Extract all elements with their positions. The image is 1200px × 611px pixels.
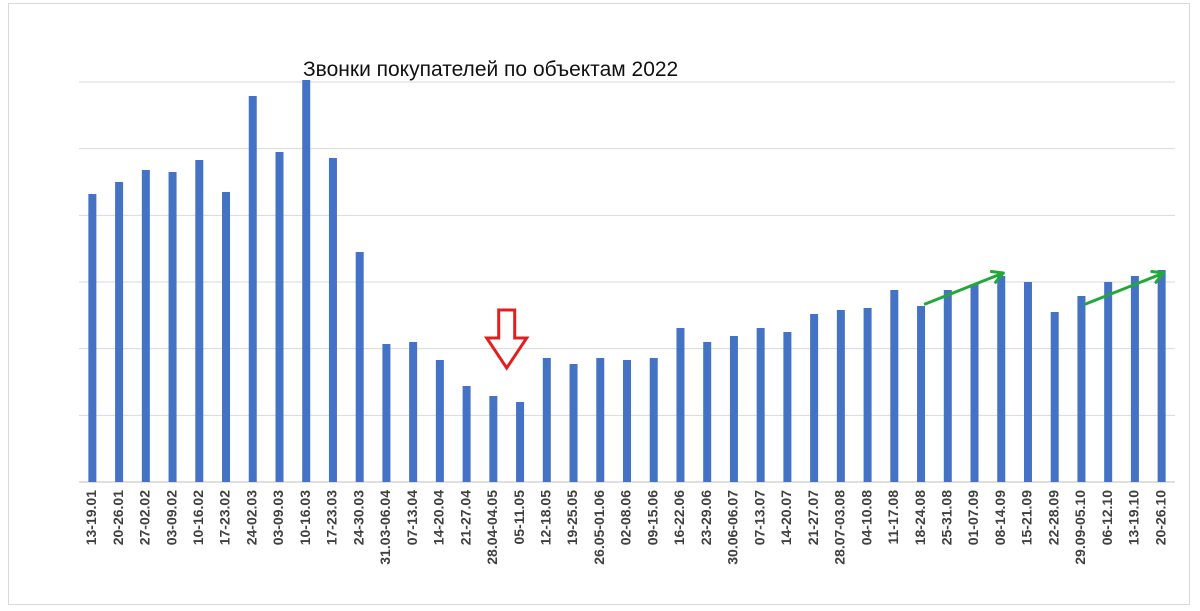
bar [489,396,498,482]
bar [1050,312,1059,482]
x-tick-label: 01-07.09 [965,490,981,545]
chart-title: Звонки покупателей по объектам 2022 [303,58,679,81]
up-trend-arrow-icon [1084,270,1166,306]
x-tick-label: 31.03-06.04 [377,490,393,565]
x-tick-label: 07-13.04 [404,490,420,545]
bar [302,80,311,482]
x-tick-label: 05-11.05 [511,490,527,545]
bar [836,310,845,482]
x-tick-label: 12-18.05 [538,490,554,545]
down-arrow-icon [483,308,530,371]
up-trend-arrow-icon [923,270,1005,306]
bar [355,252,364,482]
x-tick-label: 11-17.08 [885,490,901,545]
bar [596,358,605,482]
x-tick-label: 15-21.09 [1019,490,1035,545]
bar [649,358,658,482]
x-tick-label: 28.07-03.08 [832,490,848,565]
x-tick-label: 17-23.02 [217,490,233,545]
x-tick-label: 18-24.08 [912,490,928,545]
bar [863,308,872,482]
x-tick-label: 29.09-05.10 [1072,490,1088,565]
x-tick-label: 19-25.05 [564,490,580,545]
x-tick-label: 10-16.03 [297,490,313,545]
bar [1077,296,1086,482]
bar [569,364,578,482]
annotations [483,270,1166,371]
bar [435,360,444,482]
x-tick-label: 02-08.06 [618,490,634,545]
bar [1157,270,1166,482]
arrow-head [989,270,1005,284]
x-tick-label: 23-29.06 [698,490,714,545]
arrow-shaft [923,271,1005,306]
bar [409,342,418,482]
bar [783,332,792,482]
x-tick-label: 16-22.06 [671,490,687,545]
x-tick-label: 08-14.09 [992,490,1008,545]
x-tick-label: 24-30.03 [350,490,366,545]
x-tick-label: 26.05-01.06 [591,490,607,565]
x-tick-label: 20-26.10 [1152,490,1168,545]
x-tick-label: 14-20.07 [778,490,794,545]
x-tick-label: 04-10.08 [858,490,874,545]
bar [115,182,124,482]
x-tick-label: 10-16.02 [190,490,206,545]
x-tick-label: 27-02.02 [137,490,153,545]
bar [676,328,685,482]
x-tick-label: 28.04-04.05 [484,490,500,565]
x-tick-label: 25-31.08 [938,490,954,545]
bar [248,96,257,482]
bar [168,172,177,482]
bar [275,152,284,482]
bar [810,314,819,482]
bar [890,290,899,482]
x-tick-label: 09-15.06 [644,490,660,545]
bar [141,170,150,482]
gridlines [79,81,1175,483]
bar [195,160,204,482]
x-tick-label: 21-27.04 [457,490,473,545]
bar [997,276,1006,482]
bar [88,194,97,482]
bar [328,158,337,482]
bar [970,284,979,482]
bar [382,344,391,482]
arrow-shaft [1084,271,1166,306]
x-axis-tick-labels: 13-19.01 20-26.01 27-02.02 03-09.02 10-16.02… [83,490,1168,565]
x-tick-label: 13-19.01 [83,490,99,545]
x-tick-label: 24-02.03 [243,490,259,545]
bar [462,386,471,482]
bar [1104,282,1113,482]
x-tick-label: 22-28.09 [1045,490,1061,545]
x-tick-label: 13-19.10 [1126,490,1142,545]
x-tick-label: 03-09.03 [270,490,286,545]
x-tick-label: 20-26.01 [110,490,126,545]
bar [542,358,551,482]
bar [943,290,952,482]
bar [1023,282,1032,482]
bar [917,306,926,482]
bar [222,192,231,482]
chart-frame [8,3,1190,605]
bar [1130,276,1139,482]
x-tick-label: 30.06-06.07 [725,490,741,565]
x-tick-label: 07-13.07 [751,490,767,545]
bar [623,360,631,482]
bars [88,80,1166,482]
bar [729,336,738,482]
x-tick-label: 17-23.03 [324,490,340,545]
x-tick-label: 14-20.04 [431,490,447,545]
bar [756,328,765,482]
x-tick-label: 06-12.10 [1099,490,1115,545]
bar [703,342,712,482]
arrow-head [1150,270,1166,284]
x-tick-label: 03-09.02 [163,490,179,545]
bar [516,402,525,482]
x-tick-label: 21-27.07 [805,490,821,545]
